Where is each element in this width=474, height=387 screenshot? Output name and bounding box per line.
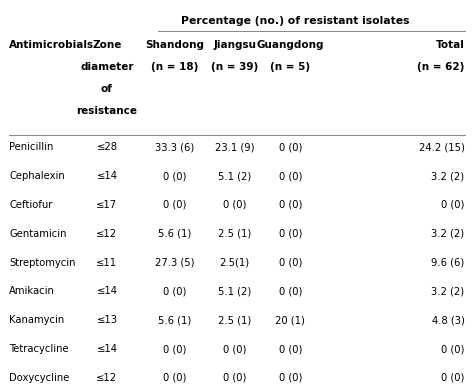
Text: 0 (0): 0 (0) bbox=[223, 344, 246, 354]
Text: 0 (0): 0 (0) bbox=[279, 171, 302, 181]
Text: Zone: Zone bbox=[92, 40, 122, 50]
Text: ≤13: ≤13 bbox=[96, 315, 118, 325]
Text: (n = 39): (n = 39) bbox=[211, 62, 258, 72]
Text: 3.2 (2): 3.2 (2) bbox=[431, 171, 465, 181]
Text: ≤12: ≤12 bbox=[96, 229, 118, 239]
Text: 9.6 (6): 9.6 (6) bbox=[431, 258, 465, 267]
Text: Amikacin: Amikacin bbox=[9, 286, 55, 296]
Text: Kanamycin: Kanamycin bbox=[9, 315, 64, 325]
Text: Gentamicin: Gentamicin bbox=[9, 229, 67, 239]
Text: 0 (0): 0 (0) bbox=[163, 286, 186, 296]
Text: Percentage (no.) of resistant isolates: Percentage (no.) of resistant isolates bbox=[181, 16, 410, 26]
Text: of: of bbox=[101, 84, 113, 94]
Text: 3.2 (2): 3.2 (2) bbox=[431, 286, 465, 296]
Text: Tetracycline: Tetracycline bbox=[9, 344, 69, 354]
Text: Jiangsu: Jiangsu bbox=[213, 40, 256, 50]
Text: 0 (0): 0 (0) bbox=[163, 373, 186, 383]
Text: 0 (0): 0 (0) bbox=[163, 200, 186, 210]
Text: 27.3 (5): 27.3 (5) bbox=[155, 258, 194, 267]
Text: ≤17: ≤17 bbox=[96, 200, 118, 210]
Text: Cephalexin: Cephalexin bbox=[9, 171, 65, 181]
Text: 0 (0): 0 (0) bbox=[223, 200, 246, 210]
Text: 0 (0): 0 (0) bbox=[279, 200, 302, 210]
Text: Streptomycin: Streptomycin bbox=[9, 258, 76, 267]
Text: 0 (0): 0 (0) bbox=[163, 344, 186, 354]
Text: diameter: diameter bbox=[80, 62, 134, 72]
Text: (n = 62): (n = 62) bbox=[417, 62, 465, 72]
Text: Antimicrobials: Antimicrobials bbox=[9, 40, 94, 50]
Text: ≤28: ≤28 bbox=[96, 142, 118, 152]
Text: 0 (0): 0 (0) bbox=[223, 373, 246, 383]
Text: ≤14: ≤14 bbox=[96, 344, 118, 354]
Text: 0 (0): 0 (0) bbox=[441, 200, 465, 210]
Text: 0 (0): 0 (0) bbox=[279, 258, 302, 267]
Text: ≤14: ≤14 bbox=[96, 171, 118, 181]
Text: 0 (0): 0 (0) bbox=[279, 142, 302, 152]
Text: 2.5 (1): 2.5 (1) bbox=[218, 315, 251, 325]
Text: 0 (0): 0 (0) bbox=[279, 373, 302, 383]
Text: Guangdong: Guangdong bbox=[256, 40, 324, 50]
Text: Shandong: Shandong bbox=[145, 40, 204, 50]
Text: 33.3 (6): 33.3 (6) bbox=[155, 142, 194, 152]
Text: 23.1 (9): 23.1 (9) bbox=[215, 142, 255, 152]
Text: 2.5(1): 2.5(1) bbox=[219, 258, 250, 267]
Text: 5.1 (2): 5.1 (2) bbox=[218, 286, 251, 296]
Text: Doxycycline: Doxycycline bbox=[9, 373, 70, 383]
Text: 3.2 (2): 3.2 (2) bbox=[431, 229, 465, 239]
Text: 4.8 (3): 4.8 (3) bbox=[432, 315, 465, 325]
Text: 5.6 (1): 5.6 (1) bbox=[158, 229, 191, 239]
Text: 20 (1): 20 (1) bbox=[275, 315, 305, 325]
Text: Ceftiofur: Ceftiofur bbox=[9, 200, 53, 210]
Text: 5.6 (1): 5.6 (1) bbox=[158, 315, 191, 325]
Text: (n = 5): (n = 5) bbox=[270, 62, 310, 72]
Text: 0 (0): 0 (0) bbox=[279, 286, 302, 296]
Text: Penicillin: Penicillin bbox=[9, 142, 54, 152]
Text: (n = 18): (n = 18) bbox=[151, 62, 198, 72]
Text: resistance: resistance bbox=[76, 106, 137, 116]
Text: ≤12: ≤12 bbox=[96, 373, 118, 383]
Text: ≤11: ≤11 bbox=[96, 258, 118, 267]
Text: 0 (0): 0 (0) bbox=[163, 171, 186, 181]
Text: ≤14: ≤14 bbox=[96, 286, 118, 296]
Text: 0 (0): 0 (0) bbox=[441, 344, 465, 354]
Text: 0 (0): 0 (0) bbox=[279, 229, 302, 239]
Text: Total: Total bbox=[436, 40, 465, 50]
Text: 5.1 (2): 5.1 (2) bbox=[218, 171, 251, 181]
Text: 0 (0): 0 (0) bbox=[279, 344, 302, 354]
Text: 0 (0): 0 (0) bbox=[441, 373, 465, 383]
Text: 24.2 (15): 24.2 (15) bbox=[419, 142, 465, 152]
Text: 2.5 (1): 2.5 (1) bbox=[218, 229, 251, 239]
